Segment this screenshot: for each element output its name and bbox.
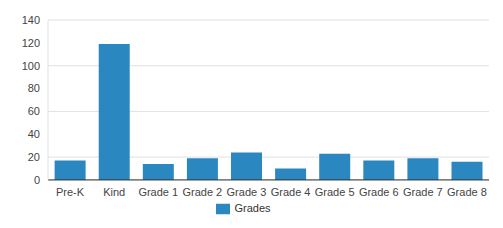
- svg-text:Pre-K: Pre-K: [56, 186, 85, 198]
- svg-text:Grade 4: Grade 4: [271, 186, 311, 198]
- svg-text:Grade 7: Grade 7: [403, 186, 443, 198]
- svg-text:Kind: Kind: [103, 186, 125, 198]
- svg-text:Grade 6: Grade 6: [359, 186, 399, 198]
- svg-text:Grade 8: Grade 8: [447, 186, 487, 198]
- svg-text:Grade 3: Grade 3: [227, 186, 267, 198]
- svg-text:40: 40: [28, 128, 40, 140]
- svg-text:100: 100: [22, 60, 40, 72]
- svg-text:140: 140: [22, 14, 40, 26]
- svg-text:20: 20: [28, 151, 40, 163]
- svg-text:80: 80: [28, 82, 40, 94]
- svg-text:Grade 5: Grade 5: [315, 186, 355, 198]
- svg-text:Grade 2: Grade 2: [182, 186, 222, 198]
- svg-text:120: 120: [22, 37, 40, 49]
- html-text:Grades: Grades: [234, 201, 271, 214]
- svg-text:60: 60: [28, 105, 40, 117]
- svg-text:0: 0: [34, 174, 40, 186]
- svg-text:Grade 1: Grade 1: [138, 186, 178, 198]
